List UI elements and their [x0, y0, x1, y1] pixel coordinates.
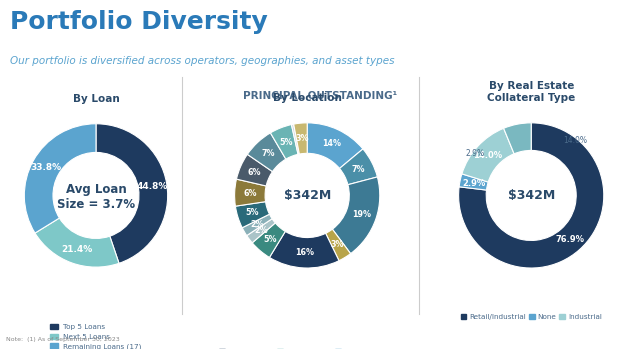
- Text: Our portfolio is diversified across operators, geographies, and asset types: Our portfolio is diversified across oper…: [10, 56, 394, 66]
- Wedge shape: [462, 128, 514, 182]
- Wedge shape: [269, 231, 339, 268]
- Text: 7%: 7%: [351, 165, 365, 173]
- Title: By Loan: By Loan: [72, 94, 120, 104]
- Text: 5%: 5%: [263, 235, 277, 244]
- Text: 33.8%: 33.8%: [30, 163, 61, 172]
- Text: Note:  (1) As of September 30, 2023: Note: (1) As of September 30, 2023: [6, 337, 120, 342]
- Text: 3%: 3%: [295, 134, 308, 143]
- Legend: Top 5 Loans, Next 5 Loans, Remaining Loans (17): Top 5 Loans, Next 5 Loans, Remaining Loa…: [47, 321, 145, 349]
- Text: $342M: $342M: [508, 189, 555, 202]
- Text: 76.9%: 76.9%: [556, 235, 585, 244]
- Text: 6%: 6%: [243, 189, 257, 198]
- Wedge shape: [236, 202, 269, 228]
- Text: 19%: 19%: [352, 210, 371, 219]
- Text: 7%: 7%: [261, 149, 275, 158]
- Wedge shape: [291, 124, 300, 154]
- Text: 44.8%: 44.8%: [137, 181, 168, 191]
- Wedge shape: [326, 229, 351, 261]
- Wedge shape: [247, 219, 275, 243]
- Text: 6%: 6%: [248, 168, 262, 177]
- Wedge shape: [340, 149, 378, 185]
- Wedge shape: [504, 123, 531, 154]
- Wedge shape: [252, 223, 285, 258]
- Legend: Retail/Industrial, None, Industrial: Retail/Industrial, None, Industrial: [458, 311, 605, 322]
- Text: Avg Loan: Avg Loan: [66, 183, 126, 196]
- Text: 5%: 5%: [280, 138, 293, 147]
- Text: PRINCIPAL OUTSTANDING¹: PRINCIPAL OUTSTANDING¹: [243, 91, 397, 101]
- Wedge shape: [271, 125, 298, 159]
- Text: Size = 3.7%: Size = 3.7%: [57, 198, 135, 210]
- Wedge shape: [459, 123, 604, 268]
- Wedge shape: [294, 123, 307, 154]
- Wedge shape: [459, 174, 488, 190]
- Title: By Location: By Location: [273, 92, 342, 103]
- Text: 3%: 3%: [330, 240, 344, 249]
- Text: 5%: 5%: [246, 208, 259, 217]
- Text: 14.0%: 14.0%: [473, 151, 502, 160]
- Text: 14%: 14%: [322, 139, 341, 148]
- Wedge shape: [247, 133, 286, 172]
- Wedge shape: [236, 154, 273, 186]
- Text: 2.9%: 2.9%: [465, 149, 484, 157]
- Legend: Arizona, Illinois, Michigan, Nevada, Pennsylvania, Connecticut, Maryland, Missou: Arizona, Illinois, Michigan, Nevada, Pen…: [217, 346, 397, 349]
- Text: 16%: 16%: [295, 248, 314, 257]
- Wedge shape: [307, 123, 363, 169]
- Text: 21.4%: 21.4%: [61, 245, 92, 254]
- Text: $342M: $342M: [284, 189, 331, 202]
- Wedge shape: [235, 179, 266, 206]
- Text: Portfolio Diversity: Portfolio Diversity: [10, 10, 268, 35]
- Wedge shape: [35, 218, 119, 267]
- Wedge shape: [242, 214, 272, 236]
- Text: 14.0%: 14.0%: [563, 136, 587, 145]
- Text: 2%: 2%: [251, 220, 264, 229]
- Text: 2%: 2%: [255, 225, 268, 235]
- Wedge shape: [332, 177, 380, 254]
- Title: By Real Estate
Collateral Type: By Real Estate Collateral Type: [487, 81, 575, 103]
- Text: 2.9%: 2.9%: [462, 179, 485, 188]
- Wedge shape: [96, 124, 168, 263]
- Wedge shape: [24, 124, 96, 233]
